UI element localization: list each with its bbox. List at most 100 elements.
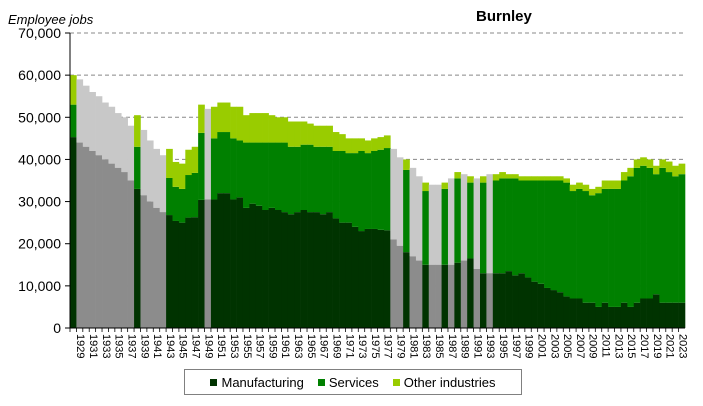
x-tick-label: 1987 bbox=[446, 334, 458, 358]
x-tick-label: 2023 bbox=[676, 334, 688, 358]
bar-2021 bbox=[659, 159, 667, 328]
bar-1996 bbox=[499, 172, 506, 328]
bar-2013 bbox=[608, 180, 615, 328]
bar-1949 bbox=[198, 104, 205, 328]
bar-1976 bbox=[371, 138, 378, 328]
x-tick-label: 1943 bbox=[164, 334, 176, 358]
x-tick-label: 1949 bbox=[202, 334, 214, 358]
bar-2009 bbox=[582, 184, 590, 328]
bar-2007 bbox=[569, 184, 577, 328]
bar-1998 bbox=[512, 174, 519, 328]
bar-1980 bbox=[396, 157, 404, 328]
bar-1945 bbox=[172, 161, 180, 328]
bar-1977 bbox=[377, 137, 385, 328]
bar-2003 bbox=[544, 176, 551, 328]
bar-1967 bbox=[313, 125, 321, 328]
y-tick-label: 50,000 bbox=[18, 109, 61, 125]
x-tick-label: 1985 bbox=[433, 334, 445, 358]
bar-1966 bbox=[307, 123, 314, 328]
bar-1940 bbox=[140, 129, 148, 328]
bar-2012 bbox=[601, 180, 609, 328]
x-tick-label: 1995 bbox=[497, 334, 509, 358]
bar-1997 bbox=[505, 174, 513, 328]
x-tick-label: 2001 bbox=[535, 334, 547, 358]
legend: Manufacturing Services Other industries bbox=[184, 369, 522, 395]
bar-1982 bbox=[409, 167, 417, 328]
x-tick-label: 1977 bbox=[382, 334, 394, 358]
bar-1994 bbox=[486, 174, 494, 328]
bar-1948 bbox=[191, 146, 199, 328]
bar-2006 bbox=[563, 178, 570, 328]
x-tick-label: 1939 bbox=[138, 334, 150, 358]
bar-1942 bbox=[153, 148, 160, 328]
x-tick-label: 1931 bbox=[87, 334, 99, 358]
y-axis-label: Employee jobs bbox=[8, 12, 94, 27]
y-tick-label: 30,000 bbox=[18, 194, 61, 210]
bar-1932 bbox=[89, 92, 96, 328]
bar-1958 bbox=[255, 113, 263, 328]
x-tick-label: 1937 bbox=[125, 334, 137, 358]
x-tick-label: 1947 bbox=[190, 334, 202, 358]
bar-2017 bbox=[633, 159, 641, 328]
bar-1951 bbox=[210, 106, 218, 328]
x-tick-label: 1957 bbox=[254, 334, 266, 358]
bar-1962 bbox=[281, 117, 289, 328]
legend-swatch-other-industries bbox=[392, 378, 400, 386]
bar-1938 bbox=[127, 125, 135, 328]
x-tick-label: 1963 bbox=[292, 334, 304, 358]
bar-1986 bbox=[435, 184, 442, 328]
bar-1984 bbox=[422, 182, 430, 328]
bar-2010 bbox=[588, 188, 596, 328]
bar-1974 bbox=[358, 138, 365, 328]
bar-2023 bbox=[672, 165, 679, 328]
x-tick-label: 2011 bbox=[600, 334, 612, 358]
bar-1933 bbox=[95, 96, 103, 328]
x-tick-label: 2003 bbox=[548, 334, 560, 358]
x-tick-label: 1935 bbox=[113, 334, 125, 358]
bar-2024 bbox=[678, 163, 686, 328]
bar-1969 bbox=[326, 125, 333, 328]
x-tick-label: 1955 bbox=[241, 334, 253, 358]
bar-1960 bbox=[268, 115, 276, 328]
legend-swatch-manufacturing bbox=[210, 378, 218, 386]
x-tick-label: 2005 bbox=[561, 334, 573, 358]
bar-2008 bbox=[576, 182, 583, 328]
bar-1934 bbox=[102, 102, 109, 328]
bar-1936 bbox=[114, 113, 122, 328]
bar-1972 bbox=[345, 138, 353, 328]
bar-1929 bbox=[70, 75, 77, 328]
x-tick-label: 1993 bbox=[484, 334, 496, 358]
x-tick-label: 1979 bbox=[395, 334, 407, 358]
x-tick-label: 2017 bbox=[638, 334, 650, 358]
x-tick-label: 1967 bbox=[318, 334, 330, 358]
bar-2005 bbox=[556, 176, 564, 328]
x-tick-label: 1953 bbox=[228, 334, 240, 358]
bar-2000 bbox=[524, 176, 532, 328]
x-tick-label: 1971 bbox=[343, 334, 355, 358]
bar-1939 bbox=[134, 115, 141, 328]
chart-title: Burnley bbox=[476, 8, 532, 25]
y-tick-label: 70,000 bbox=[18, 25, 61, 41]
x-tick-label: 1945 bbox=[177, 334, 189, 358]
bar-1956 bbox=[242, 115, 250, 328]
bar-1944 bbox=[166, 148, 173, 328]
bar-1952 bbox=[217, 102, 225, 328]
x-tick-label: 1975 bbox=[369, 334, 381, 358]
bar-1993 bbox=[480, 176, 487, 328]
bar-2011 bbox=[595, 186, 603, 328]
y-tick-label: 20,000 bbox=[18, 236, 61, 252]
x-tick-label: 2009 bbox=[587, 334, 599, 358]
x-tick-label: 1965 bbox=[305, 334, 317, 358]
bar-1954 bbox=[230, 106, 237, 328]
bar-1946 bbox=[178, 163, 186, 328]
bar-1973 bbox=[351, 138, 359, 328]
bar-2004 bbox=[550, 176, 558, 328]
legend-label: Manufacturing bbox=[221, 374, 304, 390]
y-tick-label: 40,000 bbox=[18, 151, 61, 167]
legend-label: Services bbox=[328, 374, 379, 390]
bar-1947 bbox=[185, 149, 193, 328]
legend-item-other-industries: Other industries bbox=[392, 375, 496, 390]
bar-1995 bbox=[492, 174, 500, 328]
bar-2015 bbox=[620, 172, 628, 328]
bar-1987 bbox=[441, 182, 449, 328]
